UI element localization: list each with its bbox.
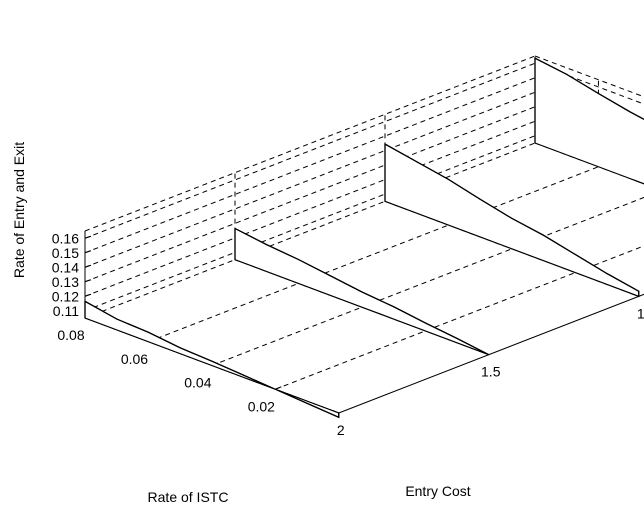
data-point: [329, 275, 331, 277]
data-point: [574, 253, 576, 256]
data-point: [338, 416, 340, 418]
z-tick-label: 0.14: [52, 259, 79, 275]
data-point: [488, 354, 490, 356]
data-point: [424, 322, 426, 324]
z-tick-mark: [84, 235, 92, 239]
z-tick-label: 0.15: [52, 245, 79, 261]
data-point: [597, 92, 600, 95]
data-point: [392, 306, 395, 308]
z-axis-label: Rate of Entry and Exit: [11, 142, 27, 278]
x-tick-mark: [275, 386, 282, 390]
y-axis-line: [338, 293, 644, 414]
data-point: [479, 198, 481, 200]
z-tick-mark: [84, 264, 92, 268]
data-point: [629, 111, 631, 113]
z-tick-mark: [84, 279, 92, 283]
data-point: [234, 227, 236, 230]
x-tick-label: 0.06: [121, 351, 148, 367]
z-tick-mark: [84, 293, 92, 297]
data-point: [147, 331, 150, 333]
y-tick-label: 1: [637, 305, 644, 321]
y-axis-label: Entry Cost: [405, 483, 470, 499]
data-point: [606, 272, 608, 275]
data-point: [566, 73, 568, 75]
data-point: [384, 143, 386, 145]
z-tick-label: 0.16: [52, 230, 79, 246]
data-point: [116, 318, 118, 320]
data-point: [511, 217, 513, 219]
data-point: [274, 388, 276, 390]
data-point: [456, 337, 458, 340]
data-point: [534, 57, 536, 59]
x-axis-label: Rate of ISTC: [148, 489, 229, 505]
ribbon-layer: [84, 57, 644, 419]
series-line: [534, 57, 644, 121]
x-tick-label: 0.04: [184, 375, 211, 391]
data-point: [306, 402, 308, 404]
data-point: [447, 178, 450, 181]
grid-line-leftwall-z: [84, 91, 536, 268]
z-tick-label: 0.12: [52, 288, 79, 304]
data-point: [297, 258, 300, 261]
data-point: [542, 234, 545, 236]
data-point: [638, 290, 640, 292]
data-point: [242, 374, 245, 376]
z-tick-label: 0.13: [52, 274, 79, 290]
y-tick-label: 2: [337, 422, 345, 438]
data-point: [416, 161, 418, 163]
data-point: [211, 360, 213, 362]
data-point: [361, 291, 363, 293]
z-tick-mark: [84, 250, 92, 254]
label-layer: Rate of Entry and Exit Rate of ISTC Entr…: [11, 142, 644, 505]
x-tick-label: 0.02: [248, 398, 275, 414]
y-tick-label: 1.5: [481, 364, 501, 380]
data-point: [179, 347, 181, 349]
z-tick-label: 0.11: [53, 303, 79, 319]
grid-line-floor-x: [275, 245, 644, 390]
grid-line-backwall-z: [534, 55, 644, 98]
grid-line-backwall-z: [534, 62, 644, 105]
data-point: [266, 244, 268, 246]
data-point: [84, 300, 86, 302]
x-tick-label: 0.08: [57, 327, 84, 343]
ribbon-series-0-5: [534, 57, 644, 185]
